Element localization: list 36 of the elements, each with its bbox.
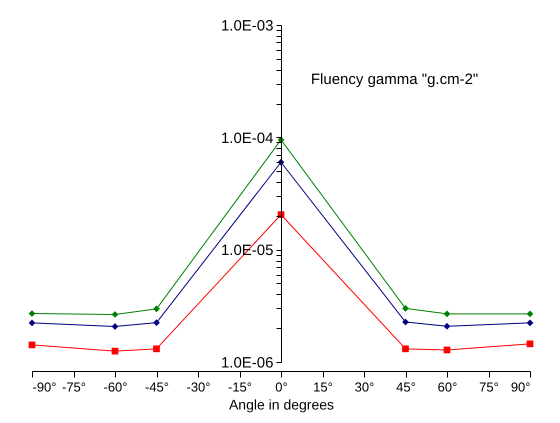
- point: [402, 305, 409, 312]
- x-tick-label: 60°: [438, 380, 458, 394]
- x-tick-label: -30°: [186, 380, 210, 394]
- point: [444, 346, 450, 354]
- point: [153, 319, 160, 326]
- point: [402, 318, 409, 326]
- x-tick-label: -15°: [228, 380, 252, 394]
- point: [153, 306, 160, 312]
- point: [28, 342, 36, 348]
- point: [526, 340, 534, 348]
- x-tick-label: -60°: [104, 380, 128, 394]
- y-tick-label: 1.0E-06: [220, 354, 274, 372]
- point: [112, 311, 118, 318]
- x-tick-label: 15°: [313, 380, 333, 394]
- point: [28, 310, 36, 317]
- point: [402, 345, 409, 352]
- y-tick-label: 1.0E-03: [220, 18, 274, 34]
- point: [28, 320, 36, 326]
- point: [526, 320, 534, 326]
- point: [112, 323, 118, 330]
- x-tick-label: 90°: [510, 380, 530, 394]
- y-tick-label: 1.0E-04: [220, 130, 274, 147]
- point: [444, 310, 450, 318]
- x-tick-label: 30°: [354, 380, 374, 394]
- x-axis-title: Angle in degrees: [228, 396, 334, 412]
- point: [526, 310, 534, 318]
- annotation: Fluency gamma "g.cm-2": [310, 70, 478, 88]
- x-tick-label: -90°: [32, 380, 56, 394]
- x-tick-label: 45°: [396, 380, 416, 394]
- x-tick-label: 0°: [275, 380, 288, 394]
- point: [444, 322, 450, 330]
- point: [112, 348, 118, 354]
- x-tick-label: 75°: [479, 380, 499, 394]
- point: [153, 345, 160, 352]
- x-tick-label: -45°: [145, 380, 169, 394]
- x-tick-label: -75°: [62, 380, 86, 394]
